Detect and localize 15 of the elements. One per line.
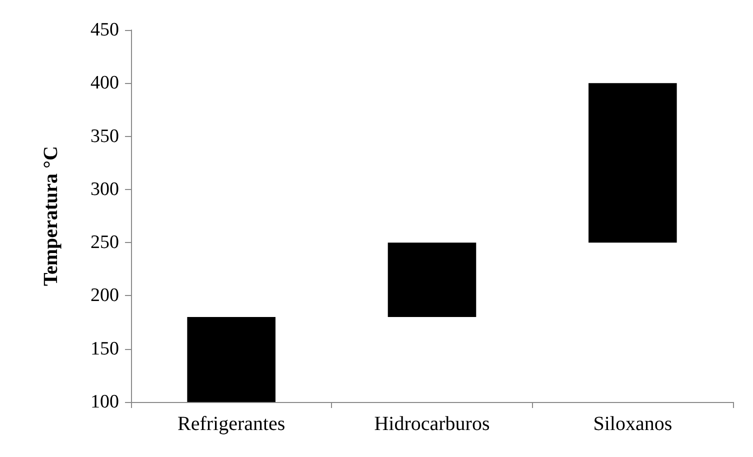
bar [187,316,276,402]
y-tick-label: 200 [90,285,119,306]
y-tick-label: 450 [90,20,119,40]
x-tick-label: Hidrocarburos [374,413,490,435]
y-tick-label: 300 [90,178,119,200]
y-tick-label: 100 [90,392,119,412]
bar [388,242,476,317]
y-tick-label: 150 [90,338,119,360]
x-tick-label: Refrigerantes [177,413,286,435]
y-tick-label: 250 [90,232,119,254]
y-tick-label: 350 [90,126,119,147]
x-tick-label: Siloxanos [593,413,672,435]
bar [588,83,677,243]
y-tick-label: 400 [90,72,119,94]
y-axis-title: Temperatura °C [40,146,62,286]
